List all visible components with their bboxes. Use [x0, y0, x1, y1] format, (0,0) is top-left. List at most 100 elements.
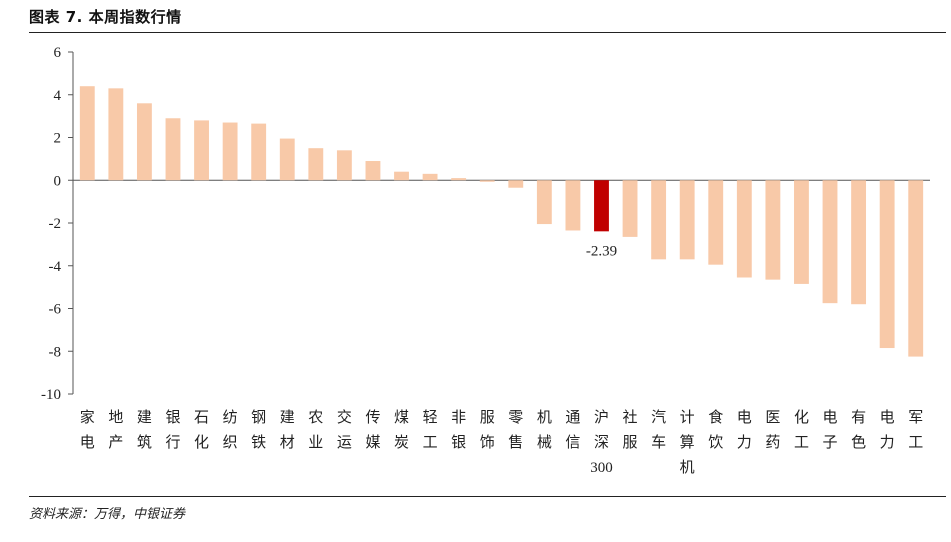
x-category-label-line: 汽 — [651, 408, 666, 426]
x-category-label-line: 非 — [451, 408, 466, 426]
bar — [508, 180, 524, 188]
x-category-label: 建筑 — [137, 408, 152, 451]
x-category-label-line: 社 — [623, 408, 638, 426]
y-tick-label: -10 — [41, 387, 61, 403]
x-category-label: 交运 — [337, 408, 352, 451]
chart-bars — [79, 86, 924, 357]
x-category-label-line: 械 — [537, 433, 552, 451]
x-category-label: 通信 — [565, 408, 580, 451]
x-category-label: 军工 — [908, 408, 923, 451]
x-category-label-line: 织 — [223, 433, 238, 451]
x-category-label-line: 铁 — [251, 433, 266, 451]
x-category-label-line: 电 — [737, 408, 752, 426]
x-category-label-line: 材 — [280, 433, 295, 451]
x-category-label: 医药 — [765, 408, 780, 451]
x-category-label-line: 煤 — [394, 408, 409, 426]
bar — [679, 180, 695, 260]
x-category-label-line: 机 — [680, 458, 695, 476]
x-category-label-line: 钢 — [251, 408, 266, 426]
x-category-label-line: 石 — [194, 408, 209, 426]
x-category-label: 地产 — [108, 408, 123, 451]
x-category-label-line: 地 — [108, 408, 123, 426]
x-category-label: 计算机 — [680, 408, 695, 476]
x-category-label-line: 农 — [308, 408, 323, 426]
y-tick-label: 2 — [54, 131, 62, 147]
x-category-label-line: 深 — [594, 433, 609, 451]
x-category-label-line: 电 — [80, 433, 95, 451]
bar-highlight — [594, 180, 609, 232]
y-tick-label: -2 — [49, 216, 62, 232]
x-category-label: 零售 — [508, 408, 523, 451]
bar — [108, 88, 124, 181]
title-rule — [29, 32, 946, 33]
bar — [165, 118, 181, 181]
x-category-label-line: 筑 — [137, 433, 152, 451]
bar — [136, 103, 152, 181]
bar — [765, 180, 781, 280]
bar — [308, 148, 324, 181]
x-category-label: 纺织 — [223, 408, 238, 451]
source-rule — [29, 496, 946, 497]
x-category-label-line: 电 — [823, 408, 838, 426]
source-note: 资料来源：万得，中银证券 — [29, 507, 186, 522]
y-tick-label: -6 — [49, 302, 62, 318]
x-category-label-line: 家 — [80, 408, 95, 426]
bar — [851, 180, 867, 305]
chart-axes: 6 4 2 0 -2 -4 -6 -8 -10 — [41, 45, 930, 403]
x-category-label-line: 机 — [537, 408, 552, 426]
x-category-label: 沪深 300 — [590, 408, 613, 476]
x-category-label-line: 食 — [708, 408, 723, 426]
x-category-label-line: 传 — [365, 408, 380, 426]
x-category-label-line: 通 — [565, 408, 580, 426]
bar — [736, 180, 752, 278]
x-category-label-line: 色 — [851, 433, 866, 451]
x-category-label-line: 工 — [423, 433, 438, 451]
bar — [451, 178, 467, 181]
x-category-label-line: 算 — [680, 433, 695, 451]
x-category-label-line: 银 — [451, 433, 466, 451]
y-tick-label: 4 — [54, 88, 62, 104]
x-category-label-line: 工 — [908, 433, 923, 451]
bar — [651, 180, 667, 260]
x-category-label-line: 力 — [737, 433, 752, 451]
x-category-label-line: 工 — [794, 433, 809, 451]
x-category-label-line: 化 — [194, 433, 209, 451]
data-labels: -2.39 — [586, 243, 617, 259]
x-category-label-line: 业 — [308, 433, 323, 451]
x-category-label: 机械 — [537, 408, 552, 451]
x-category-label-line: 饮 — [708, 433, 723, 451]
x-category-label-line: 行 — [165, 433, 180, 451]
x-category-label-line: 运 — [337, 433, 352, 451]
x-category-label: 银行 — [165, 408, 180, 451]
bar — [565, 180, 581, 231]
x-category-label: 家电 — [80, 408, 95, 451]
x-category-label: 非银 — [451, 408, 466, 451]
x-category-label-line: 服 — [623, 433, 638, 451]
x-category-label-line: 交 — [337, 408, 352, 426]
bar — [222, 122, 238, 181]
x-category-label: 电力 — [880, 408, 895, 451]
x-category-label: 电力 — [737, 408, 752, 451]
bar — [336, 150, 352, 181]
x-category-label-line: 力 — [880, 433, 895, 451]
bar — [79, 86, 95, 181]
bar — [279, 138, 295, 181]
x-category-label: 石化 — [194, 408, 209, 451]
x-category-label-line: 建 — [280, 408, 295, 426]
x-category-label-line: 电 — [880, 408, 895, 426]
x-category-label: 农业 — [308, 408, 323, 451]
bar — [908, 180, 924, 357]
y-tick-label: -4 — [49, 259, 62, 275]
bar — [879, 180, 895, 349]
data-label: -2.39 — [586, 243, 617, 259]
x-category-label: 煤炭 — [394, 408, 409, 451]
bar — [479, 180, 495, 182]
x-category-label: 建材 — [280, 408, 295, 451]
x-category-label-line: 医 — [765, 408, 780, 426]
x-category-label-line: 子 — [823, 433, 838, 451]
x-category-label: 有色 — [851, 408, 866, 451]
bar — [708, 180, 724, 265]
x-category-label-line: 300 — [590, 460, 613, 476]
bar — [622, 180, 638, 237]
